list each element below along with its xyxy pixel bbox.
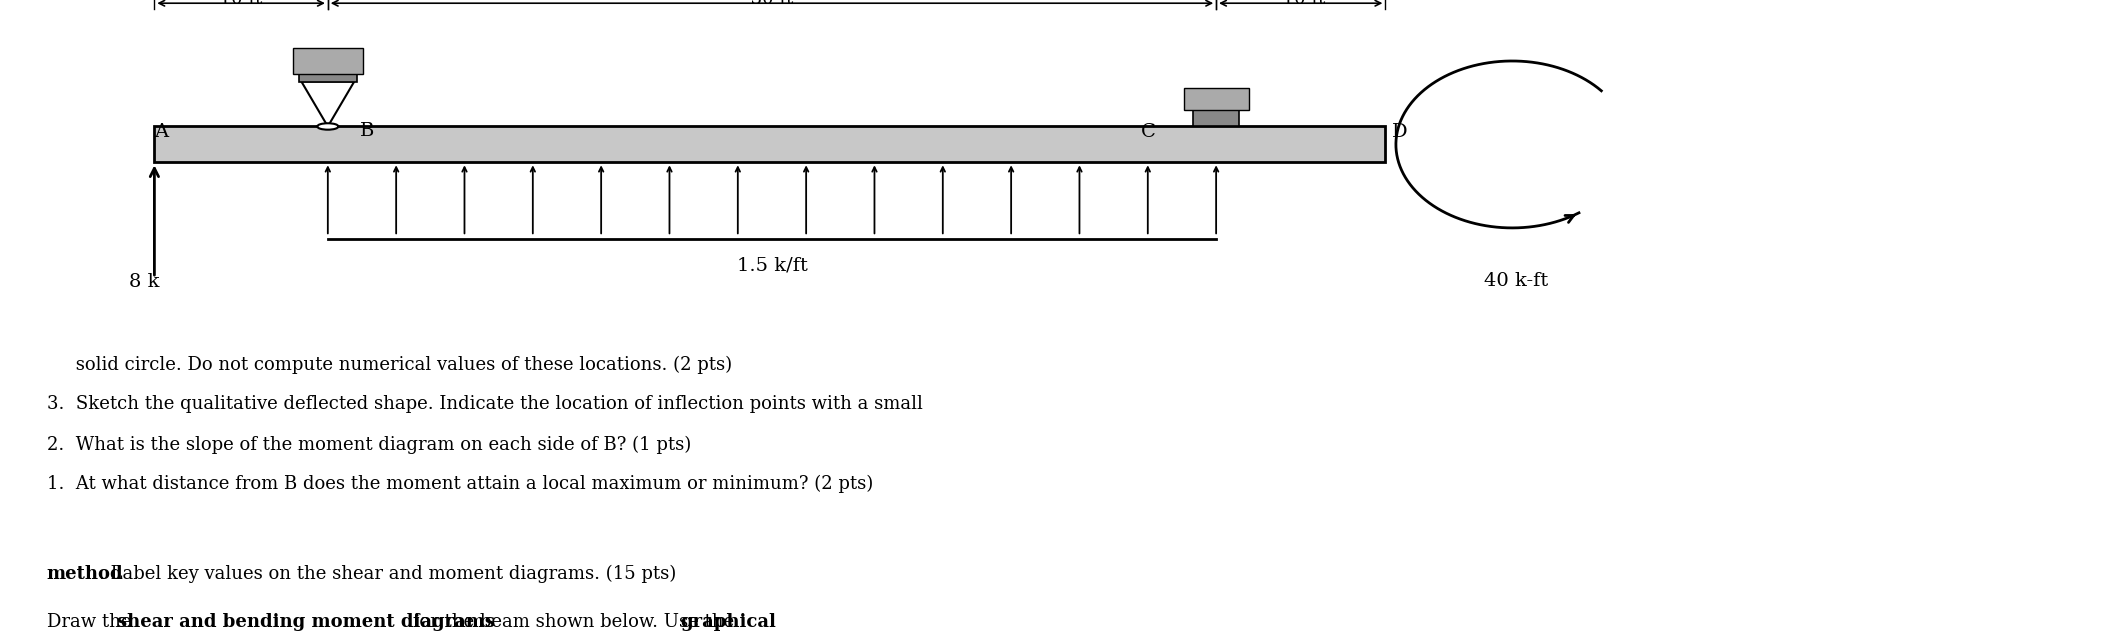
Text: C: C xyxy=(1140,123,1155,141)
Circle shape xyxy=(317,123,338,130)
Bar xyxy=(292,48,364,74)
Text: 3.  Sketch the qualitative deflected shape. Indicate the location of inflection : 3. Sketch the qualitative deflected shap… xyxy=(47,395,922,413)
Text: method: method xyxy=(47,565,123,583)
Text: Draw the: Draw the xyxy=(47,613,137,631)
Text: 1.5 k/ft: 1.5 k/ft xyxy=(736,257,808,275)
Text: . Label key values on the shear and moment diagrams. (15 pts): . Label key values on the shear and mome… xyxy=(99,565,677,583)
Bar xyxy=(1184,88,1248,110)
Polygon shape xyxy=(300,82,355,126)
Text: — 10 ft—: — 10 ft— xyxy=(1258,0,1343,8)
FancyBboxPatch shape xyxy=(154,126,1385,162)
Text: 40 k-ft: 40 k-ft xyxy=(1485,272,1548,290)
Text: 2.  What is the slope of the moment diagram on each side of B? (1 pts): 2. What is the slope of the moment diagr… xyxy=(47,435,692,453)
Text: 8 k: 8 k xyxy=(129,273,159,291)
Text: D: D xyxy=(1392,123,1406,141)
Bar xyxy=(1193,110,1239,126)
Bar xyxy=(298,74,357,82)
Text: B: B xyxy=(360,122,374,140)
Text: 1.  At what distance from B does the moment attain a local maximum or minimum? (: 1. At what distance from B does the mome… xyxy=(47,475,873,493)
Text: solid circle. Do not compute numerical values of these locations. (2 pts): solid circle. Do not compute numerical v… xyxy=(47,356,732,374)
Text: A: A xyxy=(154,123,169,141)
Text: for the beam shown below. Use the: for the beam shown below. Use the xyxy=(406,613,740,631)
Text: — 30 ft —: — 30 ft — xyxy=(728,0,816,8)
Text: shear and bending moment diagrams: shear and bending moment diagrams xyxy=(116,613,495,631)
Text: — 10 ft —: — 10 ft — xyxy=(197,0,286,8)
Text: graphical: graphical xyxy=(681,613,776,631)
